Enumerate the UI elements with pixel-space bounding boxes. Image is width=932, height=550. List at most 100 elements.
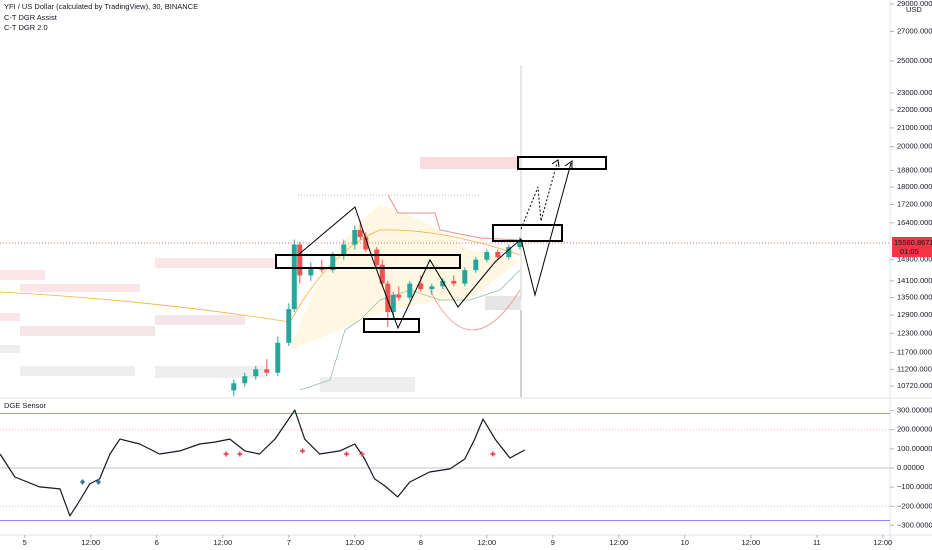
candle-body bbox=[517, 242, 523, 247]
y-tick-label: 300.00000 bbox=[897, 406, 932, 415]
x-tick-label: 11 bbox=[813, 538, 821, 547]
dotted-path bbox=[520, 162, 558, 230]
candle-body bbox=[286, 309, 292, 343]
x-tick-label: 12:00 bbox=[609, 538, 628, 547]
y-tick-label: 21000.00000 bbox=[897, 123, 932, 132]
indicator-label: C-T DGR Assist bbox=[4, 13, 58, 22]
box bbox=[492, 224, 563, 242]
y-tick-label: 16400.00000 bbox=[897, 218, 932, 227]
candle-body bbox=[484, 252, 490, 260]
candle-body bbox=[242, 376, 248, 384]
sell-signal bbox=[344, 451, 350, 457]
zone bbox=[320, 377, 415, 392]
countdown: 01:05 bbox=[900, 247, 919, 256]
x-tick-label: 6 bbox=[155, 538, 159, 547]
zone bbox=[155, 315, 245, 325]
zone bbox=[155, 366, 265, 378]
zone bbox=[20, 326, 155, 336]
x-tick-label: 12:00 bbox=[477, 538, 496, 547]
y-tick-label: 17200.00000 bbox=[897, 200, 932, 209]
zone bbox=[420, 157, 520, 169]
zones bbox=[0, 65, 890, 397]
resistance-line bbox=[387, 194, 521, 241]
y-tick-label: 22000.00000 bbox=[897, 105, 932, 114]
y-tick-label: 200.00000 bbox=[897, 425, 932, 434]
y-tick-label: −300.00000 bbox=[897, 520, 932, 529]
arrow-head bbox=[564, 160, 573, 170]
sell-signal bbox=[237, 451, 243, 457]
y-tick-label: 20000.00000 bbox=[897, 142, 932, 151]
candle-body bbox=[330, 254, 336, 271]
zone bbox=[485, 296, 521, 310]
sell-signal bbox=[300, 448, 306, 454]
y-tick-label: 0.00000 bbox=[897, 463, 924, 472]
chart-title: YFI / US Dollar (calculated by TradingVi… bbox=[4, 2, 198, 11]
zone bbox=[0, 313, 20, 321]
y-tick-label: 11200.00000 bbox=[897, 364, 932, 373]
zone bbox=[20, 366, 135, 376]
candle-body bbox=[462, 270, 468, 284]
box bbox=[363, 318, 420, 333]
candle-body bbox=[440, 280, 446, 287]
buy-signal bbox=[95, 478, 101, 485]
y-tick-label: 100.00000 bbox=[897, 444, 932, 453]
candle-body bbox=[473, 259, 479, 271]
candle-body bbox=[357, 229, 363, 238]
moving-average bbox=[0, 229, 521, 323]
candle-body bbox=[495, 252, 501, 258]
candle-body bbox=[407, 283, 413, 298]
indicator-label: C-T DGR 2.0 bbox=[4, 23, 48, 32]
x-tick-label: 5 bbox=[23, 538, 27, 547]
price-marks bbox=[231, 220, 523, 396]
candle-body bbox=[341, 244, 347, 255]
y-tick-label: −100.00000 bbox=[897, 482, 932, 491]
y-tick-label: 25000.00000 bbox=[897, 56, 932, 65]
candle-body bbox=[451, 280, 457, 284]
box bbox=[275, 254, 461, 269]
pane-title: DGE Sensor bbox=[4, 401, 47, 410]
candle-body bbox=[379, 264, 385, 284]
candle-body bbox=[385, 283, 391, 313]
y-tick-label: 29000.00000 bbox=[897, 0, 932, 8]
candle-body bbox=[253, 369, 259, 377]
y-tick-label: 13500.00000 bbox=[897, 293, 932, 302]
y-tick-label: 18800.00000 bbox=[897, 165, 932, 174]
y-tick-label: 23000.00000 bbox=[897, 88, 932, 97]
candle-body bbox=[275, 342, 281, 373]
curve bbox=[429, 289, 521, 331]
x-tick-label: 12:00 bbox=[213, 538, 232, 547]
candle-body bbox=[418, 283, 424, 290]
cloud bbox=[290, 205, 520, 350]
candle-body bbox=[297, 244, 303, 276]
y-tick-label: 10720.00000 bbox=[897, 381, 932, 390]
y-tick-label: −200.00000 bbox=[897, 501, 932, 510]
box bbox=[517, 156, 607, 170]
last-price-box bbox=[892, 237, 932, 258]
y-tick-label: 27000.00000 bbox=[897, 26, 932, 35]
arrow-head bbox=[551, 159, 560, 168]
y-tick-label: 12900.00000 bbox=[897, 310, 932, 319]
y-tick-label: 14100.00000 bbox=[897, 276, 932, 285]
y-tick-label: 12300.00000 bbox=[897, 328, 932, 337]
zigzag bbox=[297, 162, 572, 330]
sell-signal bbox=[490, 451, 496, 457]
y-tick-label: 18000.00000 bbox=[897, 182, 932, 191]
sell-signal bbox=[223, 451, 229, 457]
candle-body bbox=[352, 229, 358, 245]
currency: USD bbox=[906, 5, 922, 14]
x-tick-label: 10 bbox=[681, 538, 689, 547]
sell-signal bbox=[359, 451, 365, 457]
candle-body bbox=[231, 383, 237, 391]
x-tick-label: 12:00 bbox=[873, 538, 892, 547]
zone bbox=[0, 345, 20, 353]
zone bbox=[155, 258, 275, 268]
candle-body bbox=[308, 267, 314, 276]
oscillator-line bbox=[0, 409, 526, 517]
candle-body bbox=[396, 294, 402, 298]
x-tick-label: 8 bbox=[419, 538, 423, 547]
candle-body bbox=[429, 286, 435, 290]
candle-body bbox=[291, 244, 297, 310]
candle-body bbox=[506, 246, 512, 258]
candle-body bbox=[390, 294, 396, 313]
